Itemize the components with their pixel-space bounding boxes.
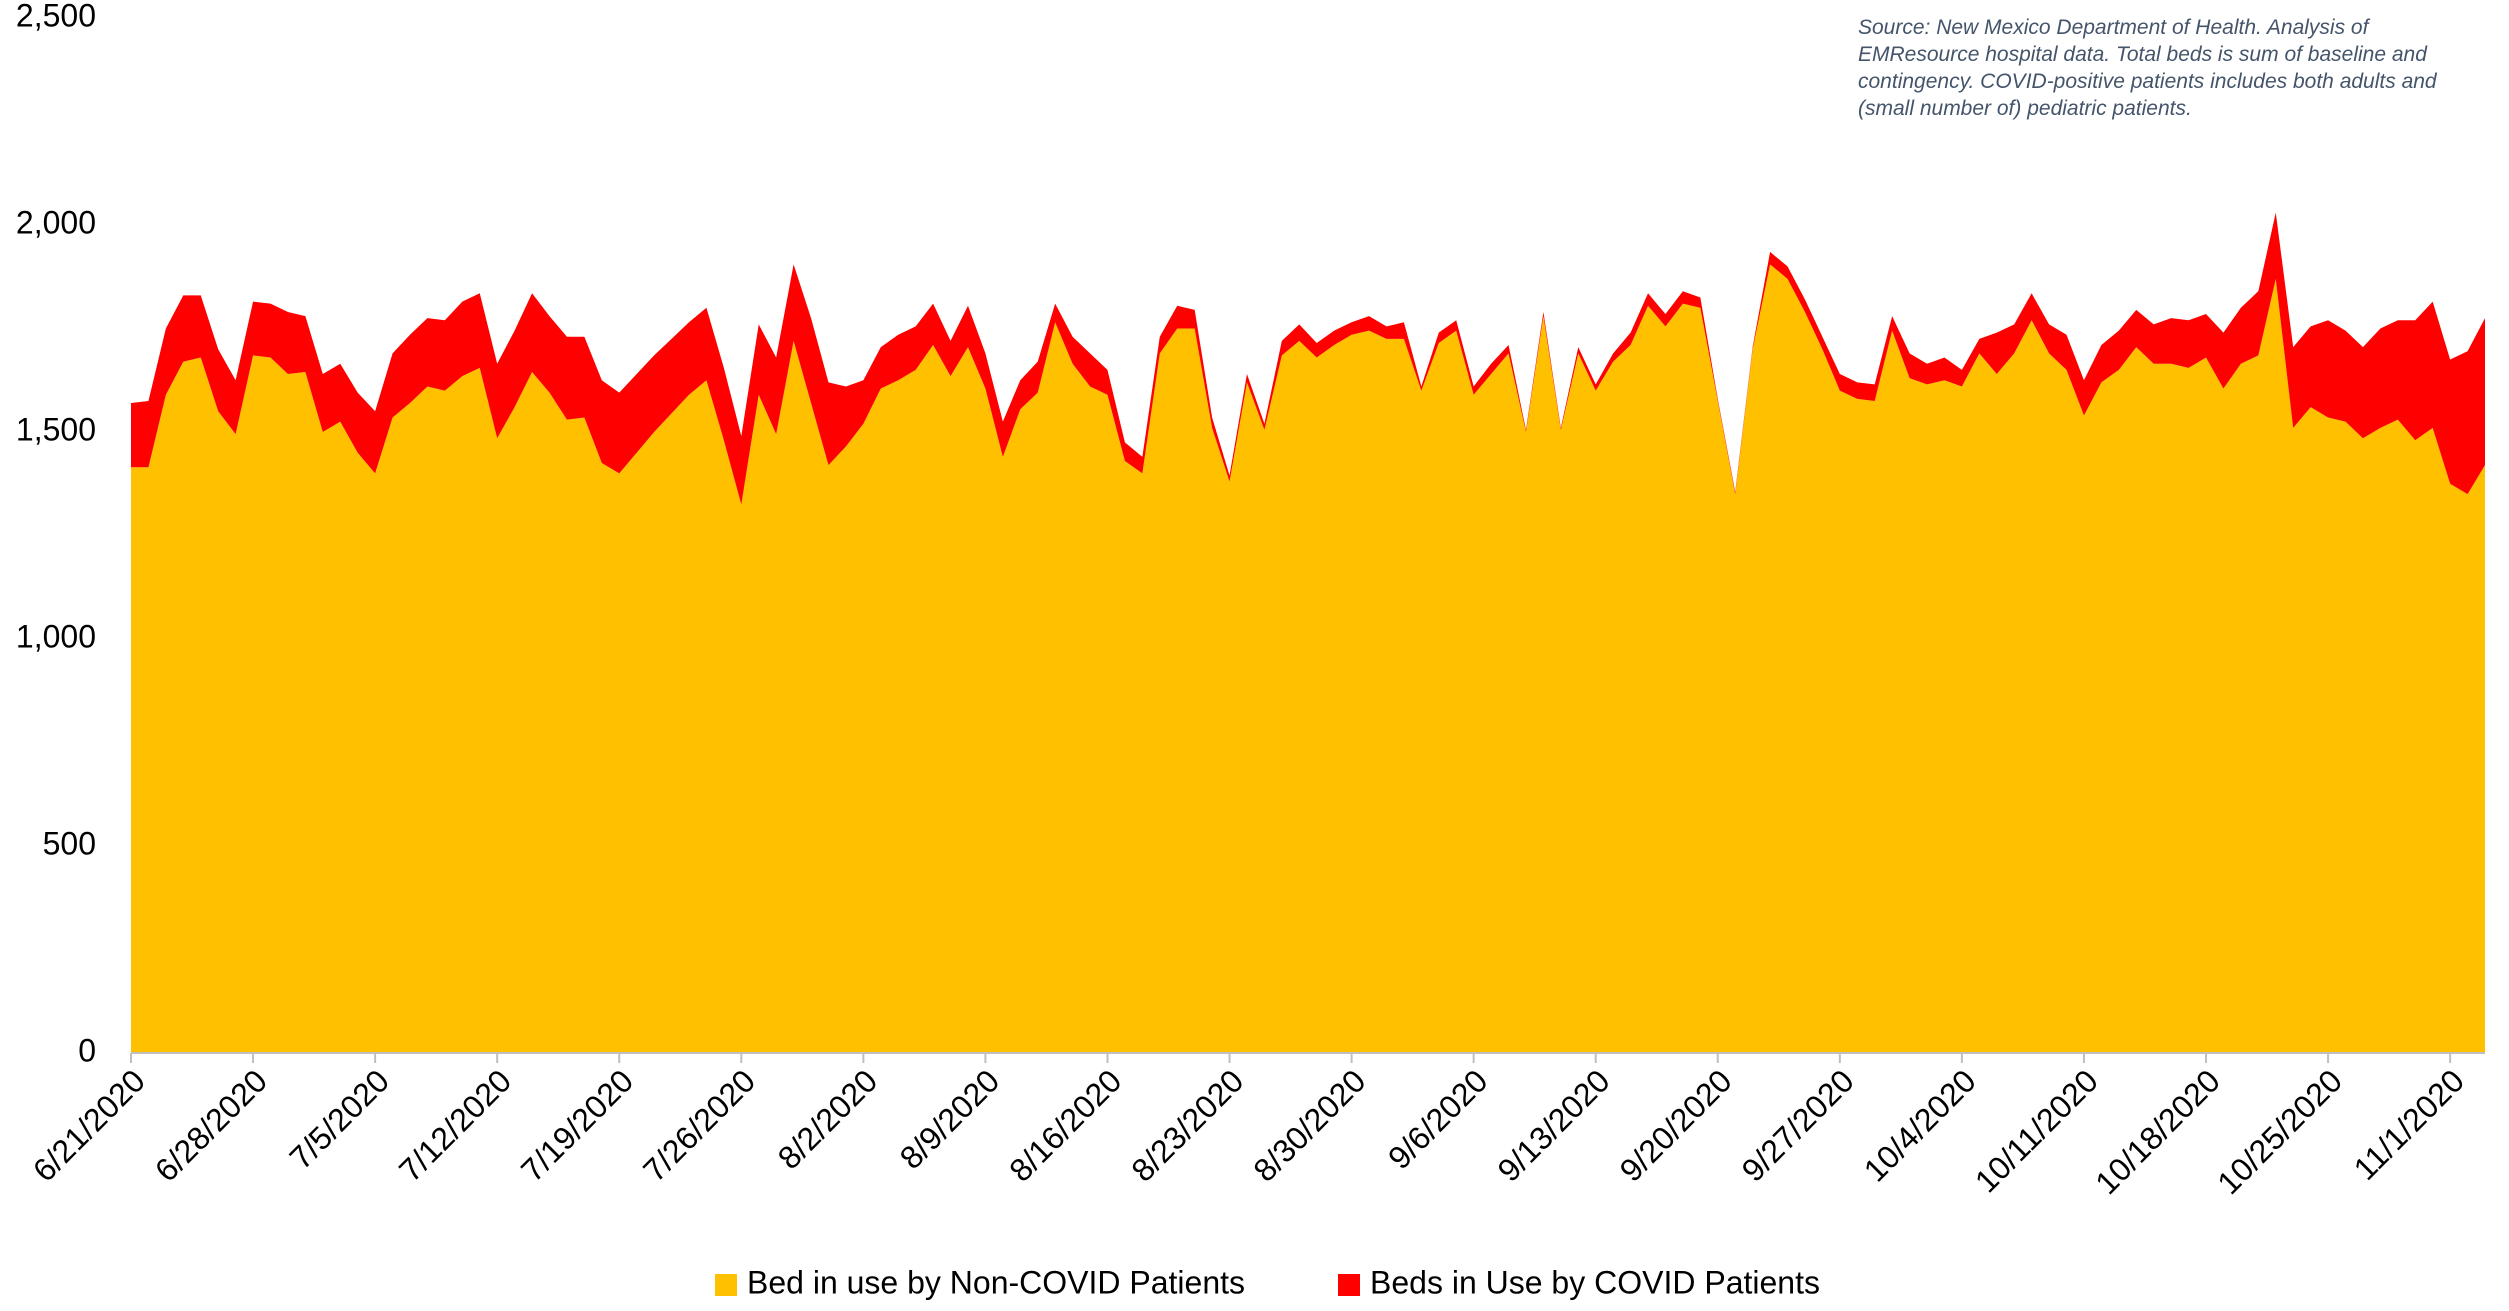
x-tick-label: 9/13/2020 [1491, 1062, 1617, 1188]
x-tick-label: 11/1/2020 [2347, 1062, 2471, 1186]
x-tick-label: 10/11/2020 [1968, 1062, 2105, 1199]
y-tick-label: 1,500 [16, 411, 96, 447]
x-tick-label: 8/30/2020 [1246, 1062, 1372, 1188]
legend-swatch [715, 1274, 737, 1296]
y-tick-label: 0 [78, 1032, 96, 1068]
area [131, 264, 2485, 1054]
x-tick-label: 9/27/2020 [1735, 1062, 1861, 1188]
legend-swatch [1338, 1274, 1360, 1296]
x-tick-label: 10/18/2020 [2088, 1062, 2227, 1201]
x-tick-label: 8/23/2020 [1124, 1062, 1250, 1188]
source-note: Source: New Mexico Department of Health.… [1858, 16, 2437, 120]
x-tick-label: 7/12/2020 [392, 1062, 518, 1188]
x-tick-label: 7/5/2020 [283, 1062, 397, 1176]
x-tick-label: 8/9/2020 [893, 1062, 1007, 1176]
x-tick-label: 6/28/2020 [148, 1062, 274, 1188]
x-tick-label: 7/19/2020 [514, 1062, 640, 1188]
legend-label: Bed in use by Non-COVID Patients [747, 1264, 1245, 1300]
y-tick-label: 2,000 [16, 204, 96, 240]
x-tick-label: 9/6/2020 [1381, 1062, 1495, 1176]
x-tick-label: 10/25/2020 [2210, 1062, 2349, 1201]
x-tick-label: 7/26/2020 [636, 1062, 762, 1188]
x-tick-label: 9/20/2020 [1613, 1062, 1739, 1188]
x-tick-label: 6/21/2020 [26, 1062, 152, 1188]
x-tick-label: 10/4/2020 [1857, 1062, 1983, 1188]
legend-label: Beds in Use by COVID Patients [1370, 1264, 1820, 1300]
y-tick-label: 1,000 [16, 618, 96, 654]
x-tick-label: 8/2/2020 [771, 1062, 885, 1176]
y-tick-label: 500 [43, 825, 96, 861]
y-tick-label: 2,500 [16, 0, 96, 33]
x-tick-label: 8/16/2020 [1002, 1062, 1128, 1188]
